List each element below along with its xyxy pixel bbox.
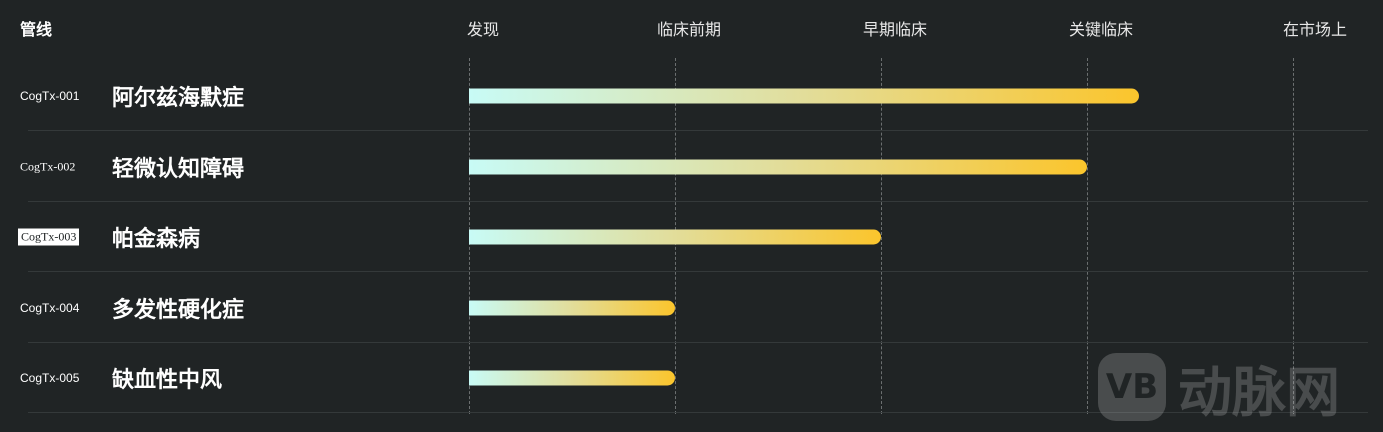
pipeline-code: CogTx-003 (18, 228, 80, 246)
stage-label: 早期临床 (862, 22, 928, 39)
stage-gridline (881, 58, 882, 414)
progress-bar (469, 88, 1139, 104)
stage-label: 临床前期 (656, 22, 722, 39)
progress-bar (469, 370, 675, 386)
progress-bar (469, 159, 1087, 174)
pipeline-header: 管线 (20, 22, 53, 39)
row-separator (28, 341, 1368, 343)
watermark-text: 动脉网 (1178, 362, 1340, 423)
stage-gridline (1087, 58, 1088, 414)
pipeline-code: CogTx-001 (20, 89, 80, 103)
stage-label: 发现 (466, 22, 500, 39)
pipeline-code: CogTx-002 (20, 159, 76, 173)
progress-bar (469, 300, 675, 315)
row-separator (28, 271, 1368, 272)
pipeline-code: CogTx-005 (20, 371, 80, 385)
indication-name: 缺血性中风 (112, 367, 223, 392)
stage-label: 关键临床 (1068, 22, 1134, 39)
indication-name: 帕金森病 (112, 226, 201, 251)
indication-name: 轻微认知障碍 (112, 155, 245, 181)
row-separator (28, 412, 1368, 413)
indication-name: 多发性硬化症 (112, 296, 245, 322)
watermark: VB 动脉网 (1098, 352, 1368, 423)
row-separator (28, 200, 1368, 202)
progress-bar (469, 229, 881, 245)
stage-label: 在市场上 (1282, 22, 1348, 39)
pipeline-code: CogTx-004 (20, 300, 80, 315)
row-separator (28, 130, 1368, 131)
watermark-logo-icon: VB (1098, 353, 1166, 421)
stage-gridline (1293, 58, 1294, 414)
indication-name: 阿尔兹海默症 (112, 85, 245, 110)
